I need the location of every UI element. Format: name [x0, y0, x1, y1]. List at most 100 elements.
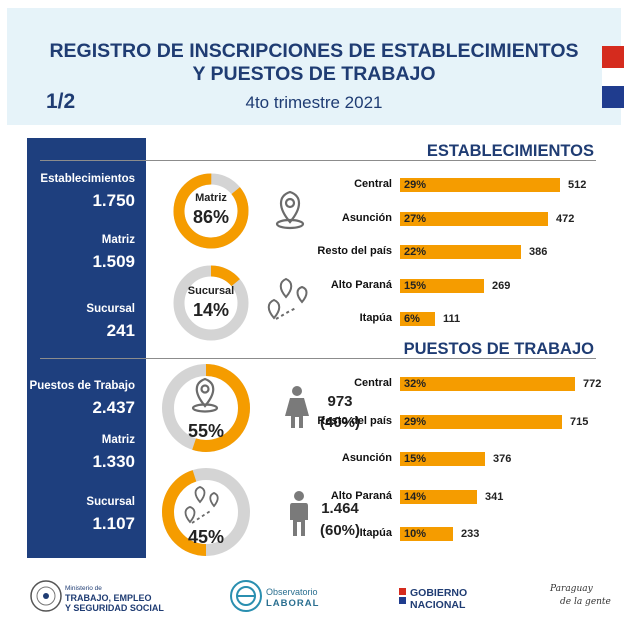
header-band: [7, 8, 621, 125]
page-subtitle: 4to trimestre 2021: [245, 93, 383, 112]
donut-puestos-matriz: [162, 364, 250, 452]
bar-label: Alto Paraná: [330, 278, 392, 291]
bar-value-label: 512: [568, 179, 587, 191]
sidebar-sucursal-value: 241: [106, 321, 135, 340]
bar: [400, 527, 453, 541]
bar-label: Asunción: [341, 211, 392, 224]
bar-label: Itapúa: [359, 312, 392, 324]
footer-gobierno-line2: NACIONAL: [410, 599, 466, 611]
footer-slogan-line2: de la gente: [560, 597, 611, 607]
footer-ministerio-line2: Y SEGURIDAD SOCIAL: [65, 603, 164, 613]
donut-matriz-pct: 86%: [192, 207, 230, 227]
footer-ministerio-line1: TRABAJO, EMPLEO: [65, 593, 152, 603]
bar-percent-label: 15%: [404, 279, 427, 292]
ministerio-seal-icon: [30, 580, 62, 612]
bar: [400, 452, 485, 466]
sidebar-panel: [27, 138, 146, 558]
footer-gobierno-line1: GOBIERNO: [410, 587, 468, 599]
sidebar-establecimientos-label: Establecimientos: [40, 173, 135, 185]
bar-value-label: 386: [529, 246, 548, 258]
bar-percent-label: 6%: [404, 313, 420, 325]
bar: [400, 377, 575, 391]
bar: [400, 489, 477, 504]
bar: [400, 211, 548, 226]
donut-puestos-matriz-pct: 55%: [187, 421, 225, 441]
donut-puestos-sucursal-arc: [162, 468, 250, 556]
bar-percent-label: 14%: [404, 490, 427, 503]
sidebar-sucursal2-label: Sucursal: [86, 496, 135, 508]
bar-percent-label: 29%: [404, 415, 427, 428]
bar-label: Resto del país: [317, 414, 392, 427]
sidebar-puestos-value: 2.437: [92, 398, 135, 417]
female-icon: [285, 386, 309, 428]
footer-observatorio-line1: Observatorio: [266, 587, 318, 597]
donut-sucursal: [173, 265, 249, 341]
bar-percent-label: 27%: [404, 212, 427, 225]
donut-sucursal-label: Sucursal: [187, 285, 235, 297]
donut-puestos-sucursal-pct: 45%: [187, 527, 225, 547]
bar-label: Itapúa: [359, 527, 392, 539]
bar-label: Asunción: [341, 452, 392, 464]
section-title-puestos: PUESTOS DE TRABAJO: [403, 340, 594, 358]
bar-percent-label: 32%: [404, 378, 427, 390]
bar-value-label: 376: [493, 453, 512, 465]
bar: [400, 278, 484, 293]
bar-percent-label: 29%: [404, 179, 427, 191]
page-title: REGISTRO DE INSCRIPCIONES DE ESTABLECIMI…: [0, 40, 628, 86]
bar-value-label: 472: [556, 212, 575, 225]
bar-percent-label: 10%: [404, 528, 427, 540]
bar-label: Central: [354, 377, 392, 389]
location-pin-icon: [275, 190, 305, 230]
donut-matriz: [173, 173, 249, 249]
title-line-1: REGISTRO DE INSCRIPCIONES DE ESTABLECIMI…: [49, 40, 579, 62]
male-percent: (60%): [319, 522, 360, 539]
location-pin-icon-2: [191, 377, 219, 413]
donut-puestos-sucursal: [162, 468, 250, 556]
female-count: 973: [327, 393, 353, 410]
bar-value-label: 715: [570, 415, 589, 428]
donut-puestos-matriz-arc: [162, 364, 250, 452]
donut-matriz-label: Matriz: [195, 192, 227, 204]
male-count: 1.464: [321, 500, 359, 517]
bar-label: Alto Paraná: [330, 489, 392, 502]
sidebar-sucursal2-value: 1.107: [92, 514, 135, 533]
bar-percent-label: 15%: [404, 453, 427, 465]
donut-matriz-arc: [173, 173, 249, 249]
donut-sucursal-pct: 14%: [192, 300, 230, 320]
route-pins-icon: [267, 277, 308, 320]
bar-value-label: 772: [583, 378, 602, 390]
sidebar-matriz2-label: Matriz: [101, 434, 135, 446]
sidebar-matriz-label: Matriz: [101, 234, 135, 246]
footer-ministerio-small: Ministerio de: [65, 585, 102, 592]
bar: [400, 245, 521, 259]
female-percent: (40%): [319, 414, 360, 431]
bar: [400, 312, 435, 326]
section-title-establecimientos: ESTABLECIMIENTOS: [426, 142, 594, 160]
bar-value-label: 111: [443, 313, 461, 325]
donut-sucursal-arc: [173, 265, 249, 341]
divider-middle: [40, 358, 596, 359]
bar-value-label: 341: [485, 490, 504, 503]
bar: [400, 178, 560, 192]
male-icon: [290, 491, 308, 536]
route-pins-icon-2: [184, 486, 219, 524]
flag-blue-stripe: [602, 86, 624, 108]
gobierno-flag-icon: [399, 588, 406, 604]
page-number: 1/2: [46, 90, 76, 113]
bar: [400, 414, 562, 429]
flag-red-stripe: [602, 46, 624, 68]
footer-observatorio-line2: LABORAL: [266, 598, 320, 609]
sidebar-puestos-label: Puestos de Trabajo: [29, 380, 135, 392]
divider-top: [40, 160, 596, 161]
sidebar-sucursal-label: Sucursal: [86, 303, 135, 315]
bar-percent-label: 22%: [404, 246, 427, 258]
footer-slogan-line1: Paraguay: [550, 584, 593, 594]
bar-value-label: 233: [461, 528, 480, 540]
bar-label: Resto del país: [317, 245, 392, 257]
flag-white-stripe: [602, 68, 624, 86]
observatorio-logo-icon: [230, 580, 262, 612]
sidebar-establecimientos-value: 1.750: [92, 191, 135, 210]
sidebar-matriz2-value: 1.330: [92, 452, 135, 471]
